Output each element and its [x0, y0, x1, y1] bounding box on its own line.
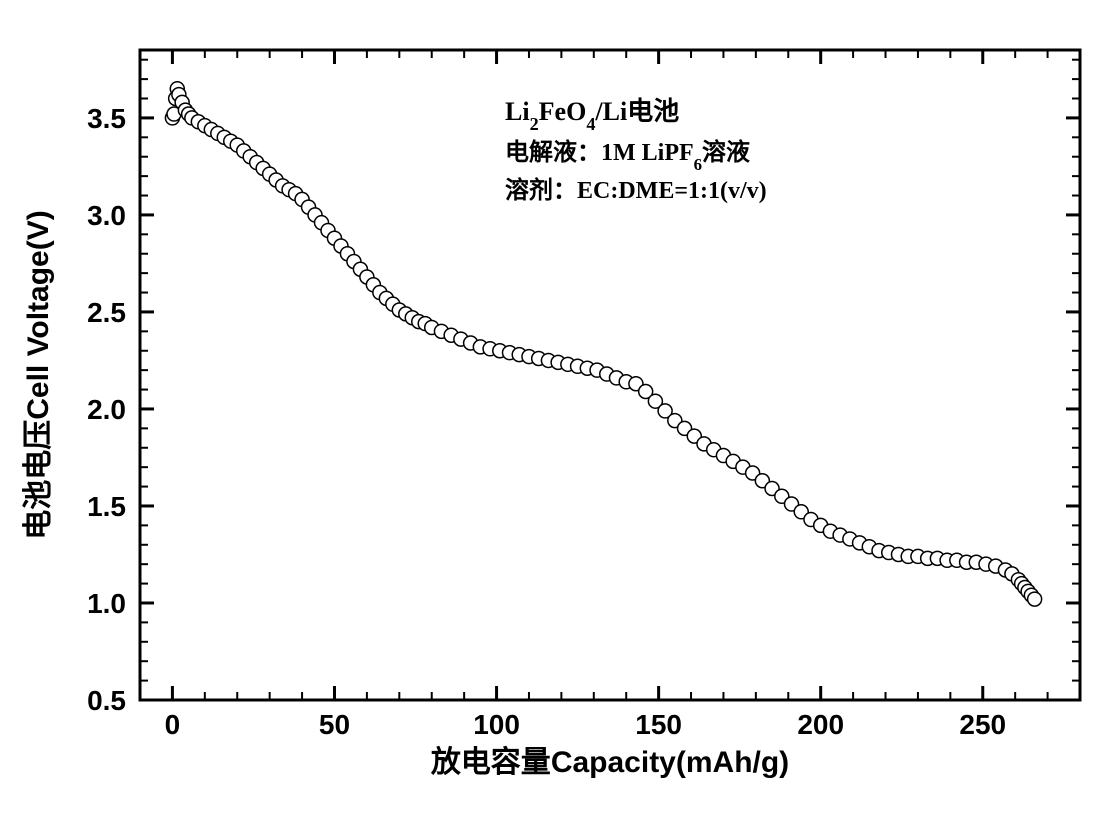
y-tick-label: 1.5	[87, 491, 126, 522]
x-tick-label: 50	[319, 709, 350, 740]
y-tick-label: 0.5	[87, 685, 126, 716]
x-tick-label: 100	[473, 709, 520, 740]
x-tick-label: 200	[797, 709, 844, 740]
y-tick-label: 3.5	[87, 103, 126, 134]
y-axis-title: 电池电压Cell Voltage(V)	[22, 210, 55, 539]
x-tick-label: 0	[165, 709, 181, 740]
chart-container: 0 50 100 150 200 250 0.5 1.0 1.5 2.0 2.5 3.0 3.5 放电容量…	[0, 0, 1114, 817]
annotation-electrolyte: 电解液：1M LiPF6溶液	[505, 138, 750, 174]
x-tick-label: 150	[635, 709, 682, 740]
x-axis-title: 放电容量Capacity(mAh/g)	[430, 746, 789, 779]
discharge-curve-chart: 0 50 100 150 200 250 0.5 1.0 1.5 2.0 2.5 3.0 3.5 放电容量…	[0, 0, 1114, 817]
y-tick-label: 2.5	[87, 297, 126, 328]
annotation-title: Li2FeO4/Li电池	[505, 97, 679, 134]
data-point	[1028, 592, 1042, 606]
y-tick-label: 3.0	[87, 200, 126, 231]
annotation-solvent: 溶剂：EC:DME=1:1(v/v)	[505, 176, 767, 204]
y-tick-label: 1.0	[87, 588, 126, 619]
x-tick-label: 250	[959, 709, 1006, 740]
y-tick-label: 2.0	[87, 394, 126, 425]
